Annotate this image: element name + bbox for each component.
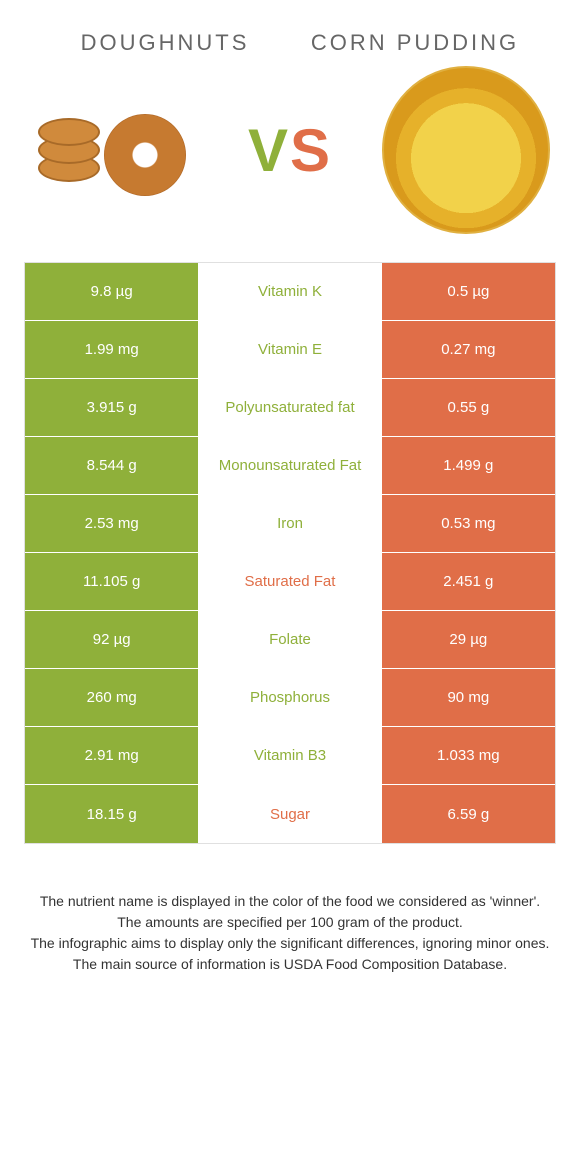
nutrient-label: Vitamin B3 bbox=[198, 727, 381, 784]
nutrient-label: Iron bbox=[198, 495, 381, 552]
right-value: 6.59 g bbox=[382, 785, 555, 843]
vs-v-letter: V bbox=[248, 116, 290, 185]
table-row: 11.105 gSaturated Fat2.451 g bbox=[25, 553, 555, 611]
nutrient-label: Folate bbox=[198, 611, 381, 668]
right-value: 0.27 mg bbox=[382, 321, 555, 378]
doughnut-image bbox=[30, 66, 198, 234]
corn-pudding-image bbox=[382, 66, 550, 234]
vs-label: VS bbox=[248, 116, 332, 185]
right-value: 1.033 mg bbox=[382, 727, 555, 784]
table-row: 18.15 gSugar6.59 g bbox=[25, 785, 555, 843]
footnote-line: The nutrient name is displayed in the co… bbox=[28, 892, 552, 911]
nutrient-label: Sugar bbox=[198, 785, 381, 843]
vs-row: VS bbox=[0, 66, 580, 262]
right-value: 29 µg bbox=[382, 611, 555, 668]
table-row: 1.99 mgVitamin E0.27 mg bbox=[25, 321, 555, 379]
table-row: 9.8 µgVitamin K0.5 µg bbox=[25, 263, 555, 321]
table-row: 3.915 gPolyunsaturated fat0.55 g bbox=[25, 379, 555, 437]
right-value: 0.5 µg bbox=[382, 263, 555, 320]
left-value: 11.105 g bbox=[25, 553, 198, 610]
footnote-line: The main source of information is USDA F… bbox=[28, 955, 552, 974]
table-row: 2.91 mgVitamin B31.033 mg bbox=[25, 727, 555, 785]
left-food-title: DOUGHNUTS bbox=[40, 30, 290, 56]
table-row: 260 mgPhosphorus90 mg bbox=[25, 669, 555, 727]
nutrient-label: Polyunsaturated fat bbox=[198, 379, 381, 436]
right-value: 2.451 g bbox=[382, 553, 555, 610]
header: DOUGHNUTS CORN PUDDING bbox=[0, 0, 580, 66]
right-value: 0.55 g bbox=[382, 379, 555, 436]
left-value: 92 µg bbox=[25, 611, 198, 668]
nutrient-label: Vitamin K bbox=[198, 263, 381, 320]
nutrient-table: 9.8 µgVitamin K0.5 µg1.99 mgVitamin E0.2… bbox=[24, 262, 556, 844]
nutrient-label: Monounsaturated Fat bbox=[198, 437, 381, 494]
footnotes: The nutrient name is displayed in the co… bbox=[0, 844, 580, 974]
left-value: 8.544 g bbox=[25, 437, 198, 494]
left-value: 9.8 µg bbox=[25, 263, 198, 320]
table-row: 92 µgFolate29 µg bbox=[25, 611, 555, 669]
left-value: 260 mg bbox=[25, 669, 198, 726]
footnote-line: The amounts are specified per 100 gram o… bbox=[28, 913, 552, 932]
nutrient-label: Vitamin E bbox=[198, 321, 381, 378]
vs-s-letter: S bbox=[290, 116, 332, 185]
left-value: 2.53 mg bbox=[25, 495, 198, 552]
footnote-line: The infographic aims to display only the… bbox=[28, 934, 552, 953]
right-value: 90 mg bbox=[382, 669, 555, 726]
table-row: 8.544 gMonounsaturated Fat1.499 g bbox=[25, 437, 555, 495]
right-value: 1.499 g bbox=[382, 437, 555, 494]
table-row: 2.53 mgIron0.53 mg bbox=[25, 495, 555, 553]
left-value: 2.91 mg bbox=[25, 727, 198, 784]
nutrient-label: Phosphorus bbox=[198, 669, 381, 726]
right-food-title: CORN PUDDING bbox=[290, 30, 540, 56]
left-value: 3.915 g bbox=[25, 379, 198, 436]
nutrient-label: Saturated Fat bbox=[198, 553, 381, 610]
right-value: 0.53 mg bbox=[382, 495, 555, 552]
left-value: 1.99 mg bbox=[25, 321, 198, 378]
left-value: 18.15 g bbox=[25, 785, 198, 843]
